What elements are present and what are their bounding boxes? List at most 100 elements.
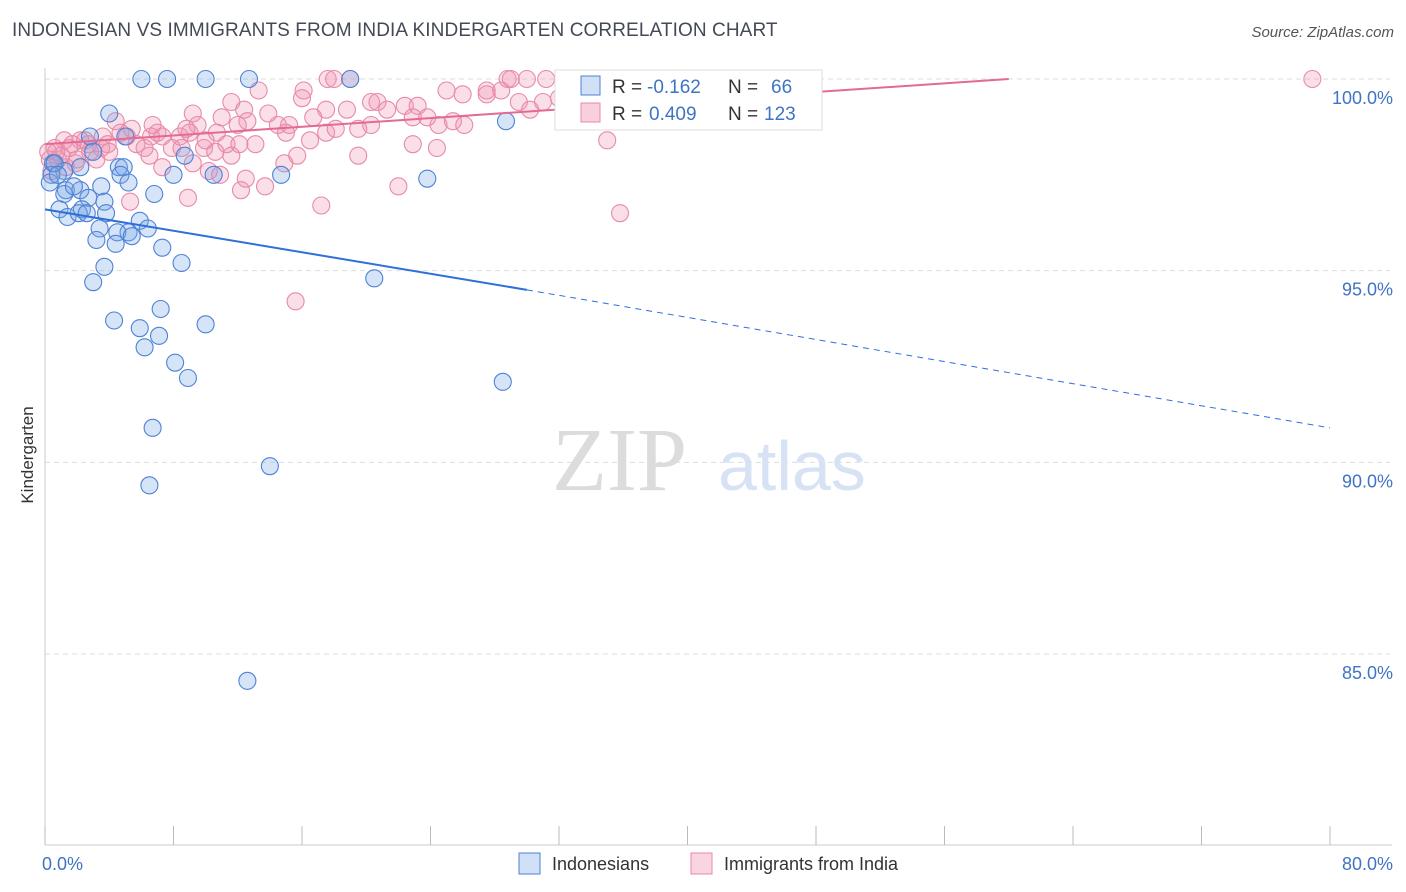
indonesians-trend-dashed — [526, 289, 1331, 429]
indonesians-point-62 — [48, 165, 67, 184]
india-point-17 — [362, 92, 381, 112]
india-point-7 — [1303, 69, 1322, 89]
indonesians-point-47 — [84, 273, 103, 292]
indonesians-point-5 — [100, 104, 119, 123]
y-axis-title: Kindergarten — [18, 406, 37, 503]
trend-lines — [44, 78, 1331, 429]
stats-r-label-2: R = — [612, 104, 642, 125]
watermark-zip: ZIP — [552, 411, 687, 510]
stats-n-label-1: N = — [728, 77, 758, 98]
watermark: ZIP atlas — [552, 411, 866, 510]
indonesians-point-53 — [135, 338, 154, 357]
indonesians-point-3 — [239, 69, 259, 89]
india-point-91 — [231, 181, 251, 200]
india-point-96 — [286, 292, 305, 311]
india-point-112 — [492, 81, 511, 100]
indonesians-point-39 — [108, 223, 127, 242]
india-point-70 — [194, 138, 214, 158]
indonesians-point-64 — [77, 204, 96, 223]
india-point-9 — [294, 81, 313, 100]
india-point-90 — [389, 177, 408, 196]
indonesians-point-59 — [140, 476, 159, 495]
stats-n-value-1: 66 — [771, 77, 792, 98]
india-point-83 — [275, 154, 294, 173]
watermark-atlas: atlas — [718, 427, 866, 505]
india-point-122 — [143, 115, 162, 135]
india-point-1 — [325, 69, 344, 89]
legend-swatch-indonesians[interactable] — [518, 852, 541, 875]
india-point-109 — [378, 100, 397, 119]
y-tick-label-3: 100.0% — [1332, 88, 1393, 108]
india-point-102 — [177, 119, 196, 138]
stats-swatch-pink — [580, 102, 601, 123]
indonesians-point-54 — [166, 353, 185, 372]
indonesians-point-1 — [158, 69, 177, 89]
india-point-6 — [537, 69, 556, 89]
india-point-27 — [304, 108, 323, 127]
indonesians-point-16 — [42, 165, 61, 184]
x-tick-label-1: 80.0% — [1342, 854, 1393, 874]
indonesians-point-58 — [260, 457, 279, 476]
bottom-legend: Indonesians Immigrants from India — [518, 852, 899, 875]
india-point-12 — [477, 85, 496, 104]
indonesians-point-42 — [106, 234, 125, 253]
indonesians-point-9 — [84, 142, 103, 161]
india-point-28 — [212, 108, 231, 127]
india-point-89 — [256, 177, 275, 196]
india-point-0 — [318, 69, 337, 89]
india-point-62 — [246, 135, 265, 154]
india-point-101 — [135, 138, 154, 158]
india-point-94 — [312, 196, 331, 215]
legend-label-india[interactable]: Immigrants from India — [724, 854, 899, 874]
indonesians-point-29 — [95, 192, 114, 211]
indonesians-point-17 — [164, 165, 183, 184]
india-point-87 — [211, 165, 230, 184]
indonesians-point-10 — [175, 146, 194, 165]
india-point-63 — [300, 131, 320, 150]
indonesians-point-51 — [196, 315, 215, 334]
indonesians-point-21 — [418, 169, 437, 188]
india-point-113 — [521, 100, 540, 119]
y-tick-label-0: 85.0% — [1342, 663, 1393, 683]
legend-label-indonesians[interactable]: Indonesians — [552, 854, 649, 874]
indonesians-point-24 — [119, 173, 138, 192]
india-point-105 — [259, 104, 278, 123]
legend-swatch-india[interactable] — [690, 852, 713, 875]
indonesians-point-48 — [151, 299, 170, 319]
india-point-66 — [598, 131, 617, 150]
indonesians-point-40 — [122, 227, 141, 246]
indonesians-point-41 — [87, 230, 106, 250]
indonesians-point-50 — [130, 319, 149, 338]
india-point-22 — [235, 100, 254, 119]
indonesians-point-23 — [92, 177, 111, 196]
india-point-88 — [236, 169, 255, 188]
india-point-11 — [453, 85, 472, 104]
indonesians-point-65 — [145, 184, 164, 204]
india-point-10 — [437, 81, 456, 100]
indonesians-point-57 — [143, 418, 162, 437]
indonesians-point-14 — [109, 158, 128, 177]
stats-r-value-1: -0.162 — [647, 77, 701, 98]
stats-n-value-2: 123 — [764, 104, 796, 125]
indonesians-point-2 — [196, 69, 215, 89]
india-trend-solid — [44, 78, 1009, 146]
india-point-46 — [326, 119, 345, 138]
india-point-5 — [517, 69, 536, 89]
indonesians-point-0 — [132, 69, 151, 89]
indonesians-trend-solid — [44, 208, 528, 291]
india-point-75 — [222, 146, 241, 165]
chart-title: INDONESIAN VS IMMIGRANTS FROM INDIA KIND… — [12, 20, 778, 41]
india-point-24 — [403, 108, 422, 127]
indonesians-point-32 — [96, 204, 116, 223]
indonesians-points — [40, 69, 516, 690]
source-label: Source: ZipAtlas.com — [1251, 24, 1394, 41]
india-point-95 — [610, 204, 630, 223]
india-point-121 — [106, 112, 125, 131]
immigrants-india-points — [39, 69, 1322, 311]
indonesians-point-6 — [496, 112, 516, 131]
india-point-100 — [100, 142, 119, 161]
tick-labels: 85.0% 90.0% 95.0% 100.0% 0.0% 80.0% — [42, 88, 1393, 874]
india-point-65 — [427, 138, 446, 158]
indonesians-point-20 — [272, 165, 291, 184]
